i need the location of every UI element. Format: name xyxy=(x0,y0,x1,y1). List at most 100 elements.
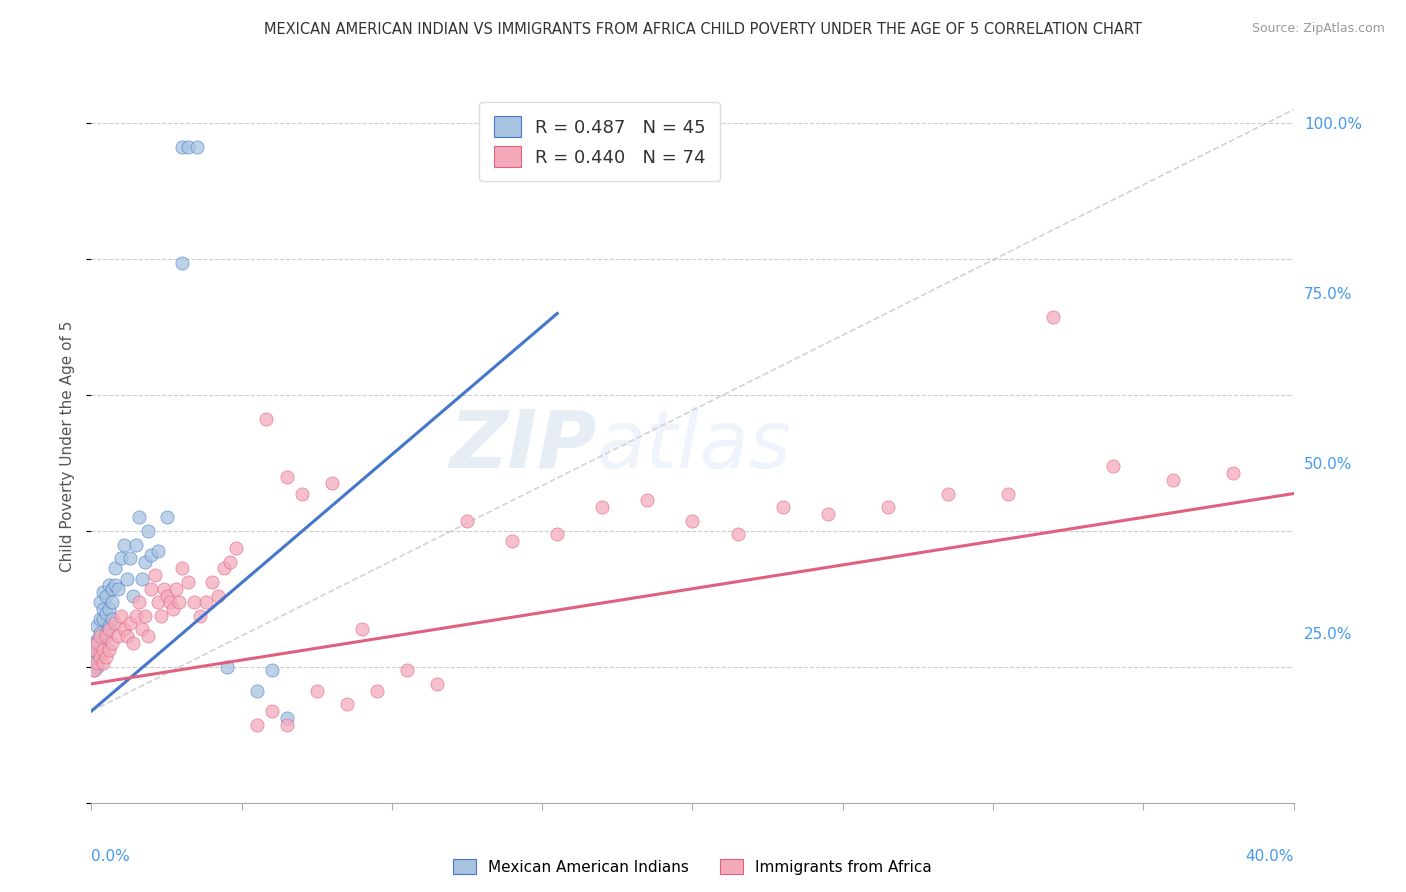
Point xyxy=(104,561,127,575)
Point xyxy=(152,582,174,596)
Point xyxy=(89,646,111,660)
Point xyxy=(131,572,153,586)
Point xyxy=(107,629,129,643)
Point xyxy=(546,527,568,541)
Point xyxy=(591,500,613,515)
Point xyxy=(86,646,108,660)
Point xyxy=(131,623,153,637)
Point xyxy=(218,555,240,569)
Point xyxy=(104,578,127,592)
Point xyxy=(366,683,388,698)
Point xyxy=(183,595,205,609)
Point xyxy=(86,636,108,650)
Point xyxy=(188,608,211,623)
Point xyxy=(636,493,658,508)
Point xyxy=(107,582,129,596)
Point xyxy=(120,551,142,566)
Point xyxy=(350,623,373,637)
Point xyxy=(125,537,148,551)
Point xyxy=(93,612,115,626)
Point xyxy=(93,632,115,647)
Point xyxy=(159,595,181,609)
Point xyxy=(98,619,121,633)
Point xyxy=(93,643,115,657)
Point xyxy=(997,486,1019,500)
Point xyxy=(143,568,166,582)
Point xyxy=(194,595,217,609)
Point xyxy=(138,524,160,538)
Point xyxy=(93,657,115,671)
Point xyxy=(114,537,136,551)
Point xyxy=(212,561,235,575)
Point xyxy=(456,514,478,528)
Point xyxy=(93,585,115,599)
Point xyxy=(817,507,839,521)
Point xyxy=(83,643,105,657)
Point xyxy=(122,589,145,603)
Point xyxy=(101,636,124,650)
Point xyxy=(155,589,177,603)
Point xyxy=(254,412,277,426)
Point xyxy=(276,717,298,731)
Point xyxy=(1102,459,1125,474)
Point xyxy=(1042,310,1064,324)
Point xyxy=(125,608,148,623)
Text: 0.0%: 0.0% xyxy=(91,849,131,864)
Point xyxy=(89,595,111,609)
Point xyxy=(122,636,145,650)
Point xyxy=(207,589,229,603)
Point xyxy=(146,595,169,609)
Point xyxy=(149,608,172,623)
Point xyxy=(336,698,359,712)
Point xyxy=(134,608,156,623)
Point xyxy=(104,615,127,630)
Point xyxy=(86,660,108,674)
Point xyxy=(276,711,298,725)
Point xyxy=(170,140,193,154)
Point xyxy=(936,486,959,500)
Point xyxy=(114,623,136,637)
Point xyxy=(96,606,118,620)
Point xyxy=(83,636,105,650)
Point xyxy=(426,677,449,691)
Point xyxy=(89,649,111,664)
Point xyxy=(201,574,224,589)
Point xyxy=(96,629,118,643)
Point xyxy=(772,500,794,515)
Point xyxy=(260,704,283,718)
Point xyxy=(96,589,118,603)
Point xyxy=(120,615,142,630)
Point xyxy=(98,602,121,616)
Point xyxy=(165,582,187,596)
Point xyxy=(501,534,523,549)
Point xyxy=(101,595,124,609)
Point xyxy=(727,527,749,541)
Point xyxy=(98,643,121,657)
Point xyxy=(276,469,298,483)
Point xyxy=(96,626,118,640)
Point xyxy=(134,555,156,569)
Point xyxy=(321,476,343,491)
Point xyxy=(1222,466,1244,480)
Point xyxy=(176,574,198,589)
Point xyxy=(86,619,108,633)
Point xyxy=(167,595,190,609)
Text: ZIP: ZIP xyxy=(449,407,596,485)
Point xyxy=(89,626,111,640)
Legend: Mexican American Indians, Immigrants from Africa: Mexican American Indians, Immigrants fro… xyxy=(447,853,938,880)
Point xyxy=(170,561,193,575)
Point xyxy=(141,582,163,596)
Point xyxy=(98,578,121,592)
Point xyxy=(141,548,163,562)
Text: 40.0%: 40.0% xyxy=(1246,849,1294,864)
Point xyxy=(876,500,898,515)
Point xyxy=(86,657,108,671)
Point xyxy=(260,663,283,677)
Point xyxy=(93,602,115,616)
Point xyxy=(98,623,121,637)
Point xyxy=(305,683,328,698)
Point xyxy=(89,612,111,626)
Point xyxy=(215,660,238,674)
Text: MEXICAN AMERICAN INDIAN VS IMMIGRANTS FROM AFRICA CHILD POVERTY UNDER THE AGE OF: MEXICAN AMERICAN INDIAN VS IMMIGRANTS FR… xyxy=(264,22,1142,37)
Point xyxy=(83,649,105,664)
